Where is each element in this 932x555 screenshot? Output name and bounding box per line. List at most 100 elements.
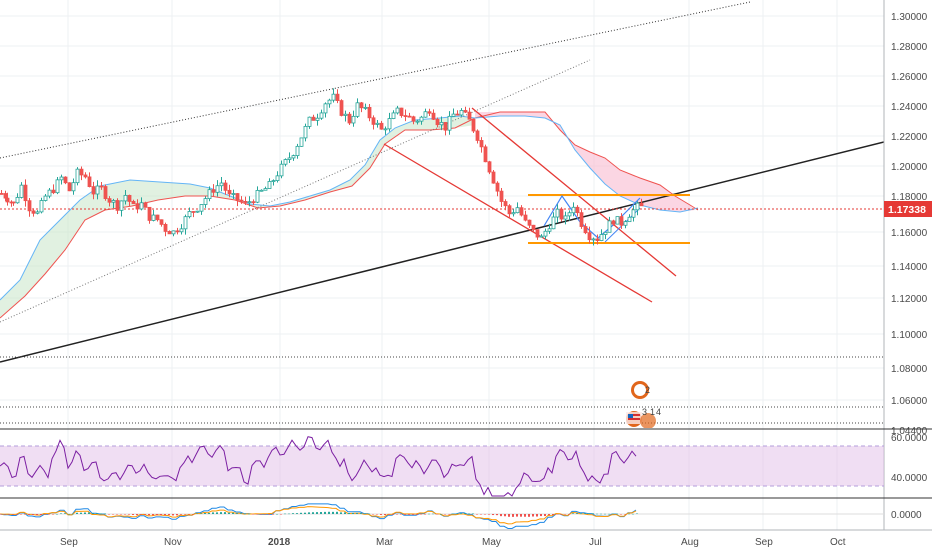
candle-body[interactable] xyxy=(175,230,180,233)
candle-body[interactable] xyxy=(387,118,392,130)
candle-body[interactable] xyxy=(603,231,608,235)
candle-body[interactable] xyxy=(331,93,336,101)
rsi-pane[interactable]: 60.0000 40.0000 xyxy=(0,433,928,497)
candle-body[interactable] xyxy=(495,182,500,192)
candle-body[interactable] xyxy=(131,201,136,205)
time-axis[interactable]: Sep Nov 2018 Mar May Jul Aug Sep Oct xyxy=(0,529,932,548)
candle-body[interactable] xyxy=(639,202,644,207)
candle-body[interactable] xyxy=(123,194,128,202)
candle-body[interactable] xyxy=(367,106,372,119)
candle-body[interactable] xyxy=(323,103,328,114)
candle-body[interactable] xyxy=(627,216,632,223)
candle-body[interactable] xyxy=(351,115,356,124)
candle-body[interactable] xyxy=(499,190,504,202)
event-marker-2[interactable]: 2 xyxy=(631,381,650,399)
candle-body[interactable] xyxy=(283,159,288,165)
candle-body[interactable] xyxy=(235,193,240,201)
candle-body[interactable] xyxy=(111,200,116,203)
candle-body[interactable] xyxy=(239,199,244,202)
candle-body[interactable] xyxy=(419,116,424,122)
candle-body[interactable] xyxy=(19,184,24,198)
candle-body[interactable] xyxy=(363,106,368,109)
candle-body[interactable] xyxy=(579,212,584,227)
candle-body[interactable] xyxy=(91,186,96,195)
candle-body[interactable] xyxy=(615,216,620,225)
candle-body[interactable] xyxy=(47,189,52,197)
candle-body[interactable] xyxy=(135,203,140,210)
candle-body[interactable] xyxy=(247,201,252,204)
candle-body[interactable] xyxy=(207,189,212,200)
candle-body[interactable] xyxy=(155,214,160,221)
candle-body[interactable] xyxy=(87,176,92,188)
candle-body[interactable] xyxy=(219,182,224,187)
candle-body[interactable] xyxy=(535,229,540,238)
candle-body[interactable] xyxy=(571,206,576,214)
candle-body[interactable] xyxy=(15,197,20,204)
candle-body[interactable] xyxy=(575,206,580,214)
candle-body[interactable] xyxy=(431,112,436,120)
candle-body[interactable] xyxy=(519,207,524,216)
candle-body[interactable] xyxy=(267,181,272,189)
candle-body[interactable] xyxy=(79,168,84,176)
candle-body[interactable] xyxy=(195,210,200,213)
candle-body[interactable] xyxy=(335,93,340,101)
candle-body[interactable] xyxy=(179,228,184,233)
candle-body[interactable] xyxy=(51,189,56,194)
candle-body[interactable] xyxy=(547,228,552,232)
candle-body[interactable] xyxy=(107,198,112,203)
candle-body[interactable] xyxy=(383,128,388,131)
candle-body[interactable] xyxy=(203,198,208,205)
candle-body[interactable] xyxy=(215,185,220,193)
candle-body[interactable] xyxy=(447,115,452,131)
candle-body[interactable] xyxy=(471,118,476,132)
candle-body[interactable] xyxy=(623,221,628,226)
candle-body[interactable] xyxy=(303,125,308,139)
candle-body[interactable] xyxy=(339,100,344,116)
candle-body[interactable] xyxy=(271,180,276,182)
candle-body[interactable] xyxy=(483,146,488,163)
candle-body[interactable] xyxy=(583,226,588,234)
candle-body[interactable] xyxy=(343,113,348,116)
candle-body[interactable] xyxy=(31,210,36,214)
candle-body[interactable] xyxy=(243,201,248,203)
candle-body[interactable] xyxy=(307,116,312,127)
candle-body[interactable] xyxy=(95,185,100,195)
candle-body[interactable] xyxy=(163,223,168,232)
candle-body[interactable] xyxy=(327,99,332,105)
candle-body[interactable] xyxy=(27,200,32,212)
candle-body[interactable] xyxy=(599,234,604,241)
candle-body[interactable] xyxy=(299,137,304,147)
candle-body[interactable] xyxy=(127,194,132,202)
candle-body[interactable] xyxy=(291,155,296,159)
candle-body[interactable] xyxy=(543,230,548,237)
candle-body[interactable] xyxy=(23,184,28,202)
candle-body[interactable] xyxy=(5,197,10,203)
candle-body[interactable] xyxy=(287,157,292,160)
candle-body[interactable] xyxy=(443,122,448,131)
candle-body[interactable] xyxy=(115,200,120,211)
candle-body[interactable] xyxy=(423,111,428,118)
candle-body[interactable] xyxy=(0,193,4,195)
candle-body[interactable] xyxy=(103,186,108,200)
candle-body[interactable] xyxy=(167,231,172,235)
candle-body[interactable] xyxy=(611,220,616,225)
candle-body[interactable] xyxy=(231,193,236,195)
candle-body[interactable] xyxy=(355,102,360,117)
candle-body[interactable] xyxy=(403,115,408,117)
candle-body[interactable] xyxy=(279,163,284,177)
candle-body[interactable] xyxy=(415,120,420,123)
candle-body[interactable] xyxy=(43,195,48,201)
candle-body[interactable] xyxy=(171,230,176,235)
candle-body[interactable] xyxy=(463,110,468,113)
red-channel-lower[interactable] xyxy=(383,143,653,303)
candle-body[interactable] xyxy=(435,118,440,126)
event-marker-flags[interactable]: 3 1 4 xyxy=(626,407,661,429)
candle-body[interactable] xyxy=(411,116,416,122)
candle-body[interactable] xyxy=(359,102,364,109)
candle-body[interactable] xyxy=(99,185,104,188)
candle-body[interactable] xyxy=(523,214,528,221)
candle-body[interactable] xyxy=(455,113,460,116)
candle-body[interactable] xyxy=(375,122,380,125)
